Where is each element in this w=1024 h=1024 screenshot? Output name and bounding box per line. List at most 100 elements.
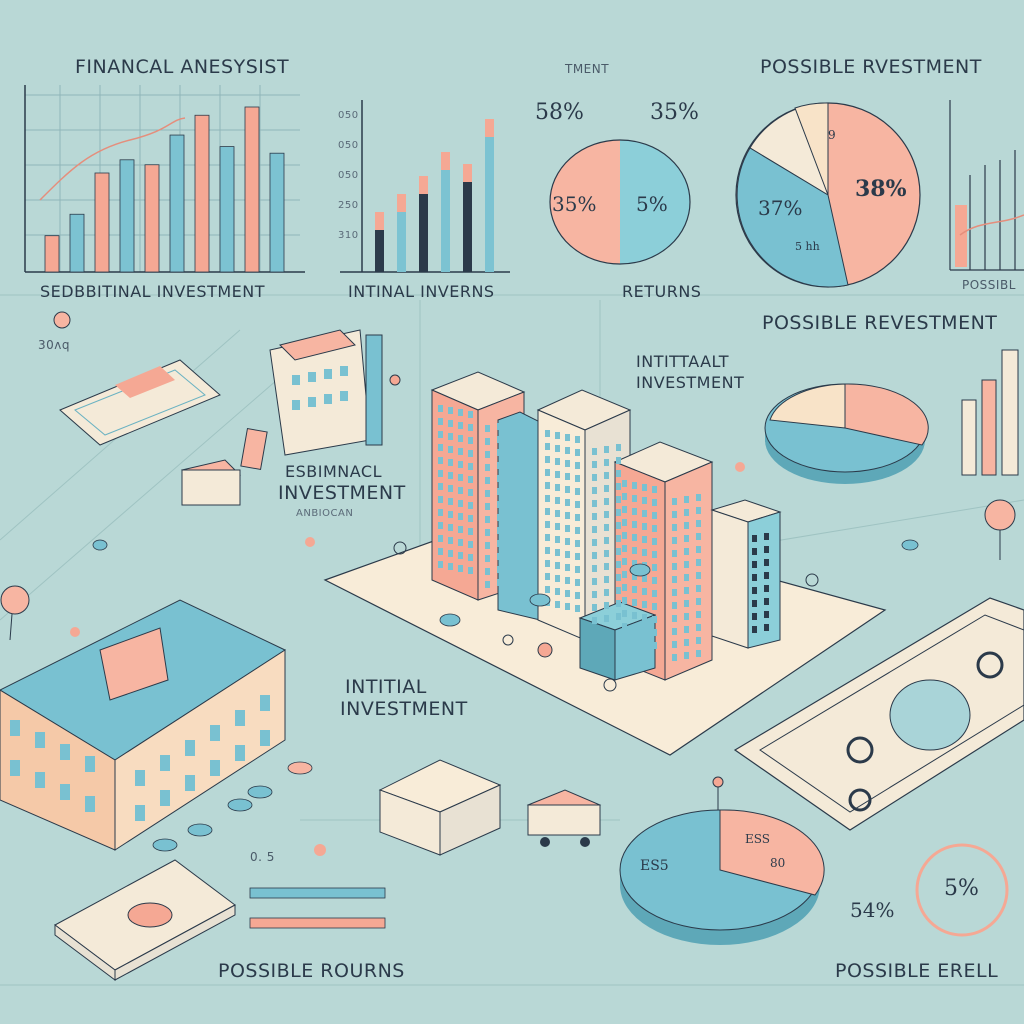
window	[468, 541, 473, 548]
pie-chart-3d-bottom	[619, 776, 825, 945]
small-building-left	[269, 329, 383, 456]
label-initial-investment-a1: INTITTAALT	[636, 352, 730, 371]
window	[509, 447, 514, 454]
window	[684, 561, 689, 568]
window	[764, 598, 769, 605]
window	[497, 540, 502, 547]
chart2-bar-cap-6	[485, 119, 494, 137]
window	[684, 613, 689, 620]
window	[604, 524, 609, 531]
window	[652, 551, 657, 558]
window	[485, 425, 490, 432]
window	[575, 449, 580, 456]
window	[672, 576, 677, 583]
window	[575, 475, 580, 482]
window	[438, 457, 443, 464]
window	[565, 499, 570, 506]
chart1-bar-2	[69, 213, 85, 273]
window	[642, 536, 647, 543]
window	[555, 497, 560, 504]
bar-chart-investment	[24, 85, 305, 273]
window	[764, 546, 769, 553]
pct-bottom-pie-right2: 80	[770, 856, 786, 870]
window	[592, 617, 597, 624]
window	[684, 522, 689, 529]
title-financial-analysis: FINANCAL ANESYSIST	[75, 56, 290, 78]
window	[642, 575, 647, 582]
window	[555, 471, 560, 478]
window	[652, 603, 657, 610]
window	[632, 573, 637, 580]
window	[652, 616, 657, 623]
window	[438, 444, 443, 451]
window	[604, 472, 609, 479]
window	[438, 509, 443, 516]
window	[604, 537, 609, 544]
window	[509, 499, 514, 506]
building-bottom-left	[0, 599, 287, 851]
window	[555, 458, 560, 465]
window	[555, 588, 560, 595]
cart-bottom	[526, 789, 602, 847]
window	[622, 558, 627, 565]
tower-small-right	[710, 499, 782, 649]
window	[672, 654, 677, 661]
window	[616, 444, 621, 451]
window	[752, 535, 757, 542]
window	[458, 526, 463, 533]
window	[652, 642, 657, 649]
window	[696, 585, 701, 592]
window	[672, 498, 677, 505]
window	[438, 548, 443, 555]
window	[458, 539, 463, 546]
window	[438, 496, 443, 503]
window	[672, 589, 677, 596]
pct-pie2-right: 38%	[855, 176, 907, 202]
chart1-bar-8	[219, 146, 235, 273]
window	[696, 507, 701, 514]
window	[458, 500, 463, 507]
window	[509, 551, 514, 558]
chart2-bar-cap-5	[463, 164, 472, 182]
pct-pie1-right: 5%	[636, 192, 668, 216]
window	[696, 533, 701, 540]
window	[672, 615, 677, 622]
window	[545, 430, 550, 437]
chart2-bar-cap-2	[397, 194, 406, 212]
window	[672, 602, 677, 609]
window	[565, 447, 570, 454]
window	[604, 563, 609, 570]
window	[696, 611, 701, 618]
window	[555, 510, 560, 517]
window	[632, 560, 637, 567]
window	[592, 500, 597, 507]
window	[616, 483, 621, 490]
window	[752, 574, 757, 581]
window	[497, 566, 502, 573]
window	[616, 470, 621, 477]
cash-box-left	[181, 427, 268, 506]
window	[468, 437, 473, 444]
ring-gauge-bottom-right	[915, 843, 1009, 937]
window	[622, 493, 627, 500]
window	[438, 431, 443, 438]
window	[545, 560, 550, 567]
label-estimated-1: ESBIMNACL	[285, 462, 382, 481]
window	[565, 486, 570, 493]
window	[604, 576, 609, 583]
window	[616, 613, 621, 620]
window	[575, 553, 580, 560]
window	[468, 528, 473, 535]
window	[545, 456, 550, 463]
window	[555, 562, 560, 569]
window	[438, 470, 443, 477]
note-small-mid: 0. 5	[250, 850, 275, 864]
window	[696, 494, 701, 501]
label-initial-investment-a2: INVESTMENT	[636, 373, 745, 392]
window	[696, 559, 701, 566]
label-initial-1: INTITIAL	[345, 676, 427, 698]
window	[592, 578, 597, 585]
caption-chart2: INTINAL INVERNS	[348, 282, 495, 301]
window	[622, 623, 627, 630]
